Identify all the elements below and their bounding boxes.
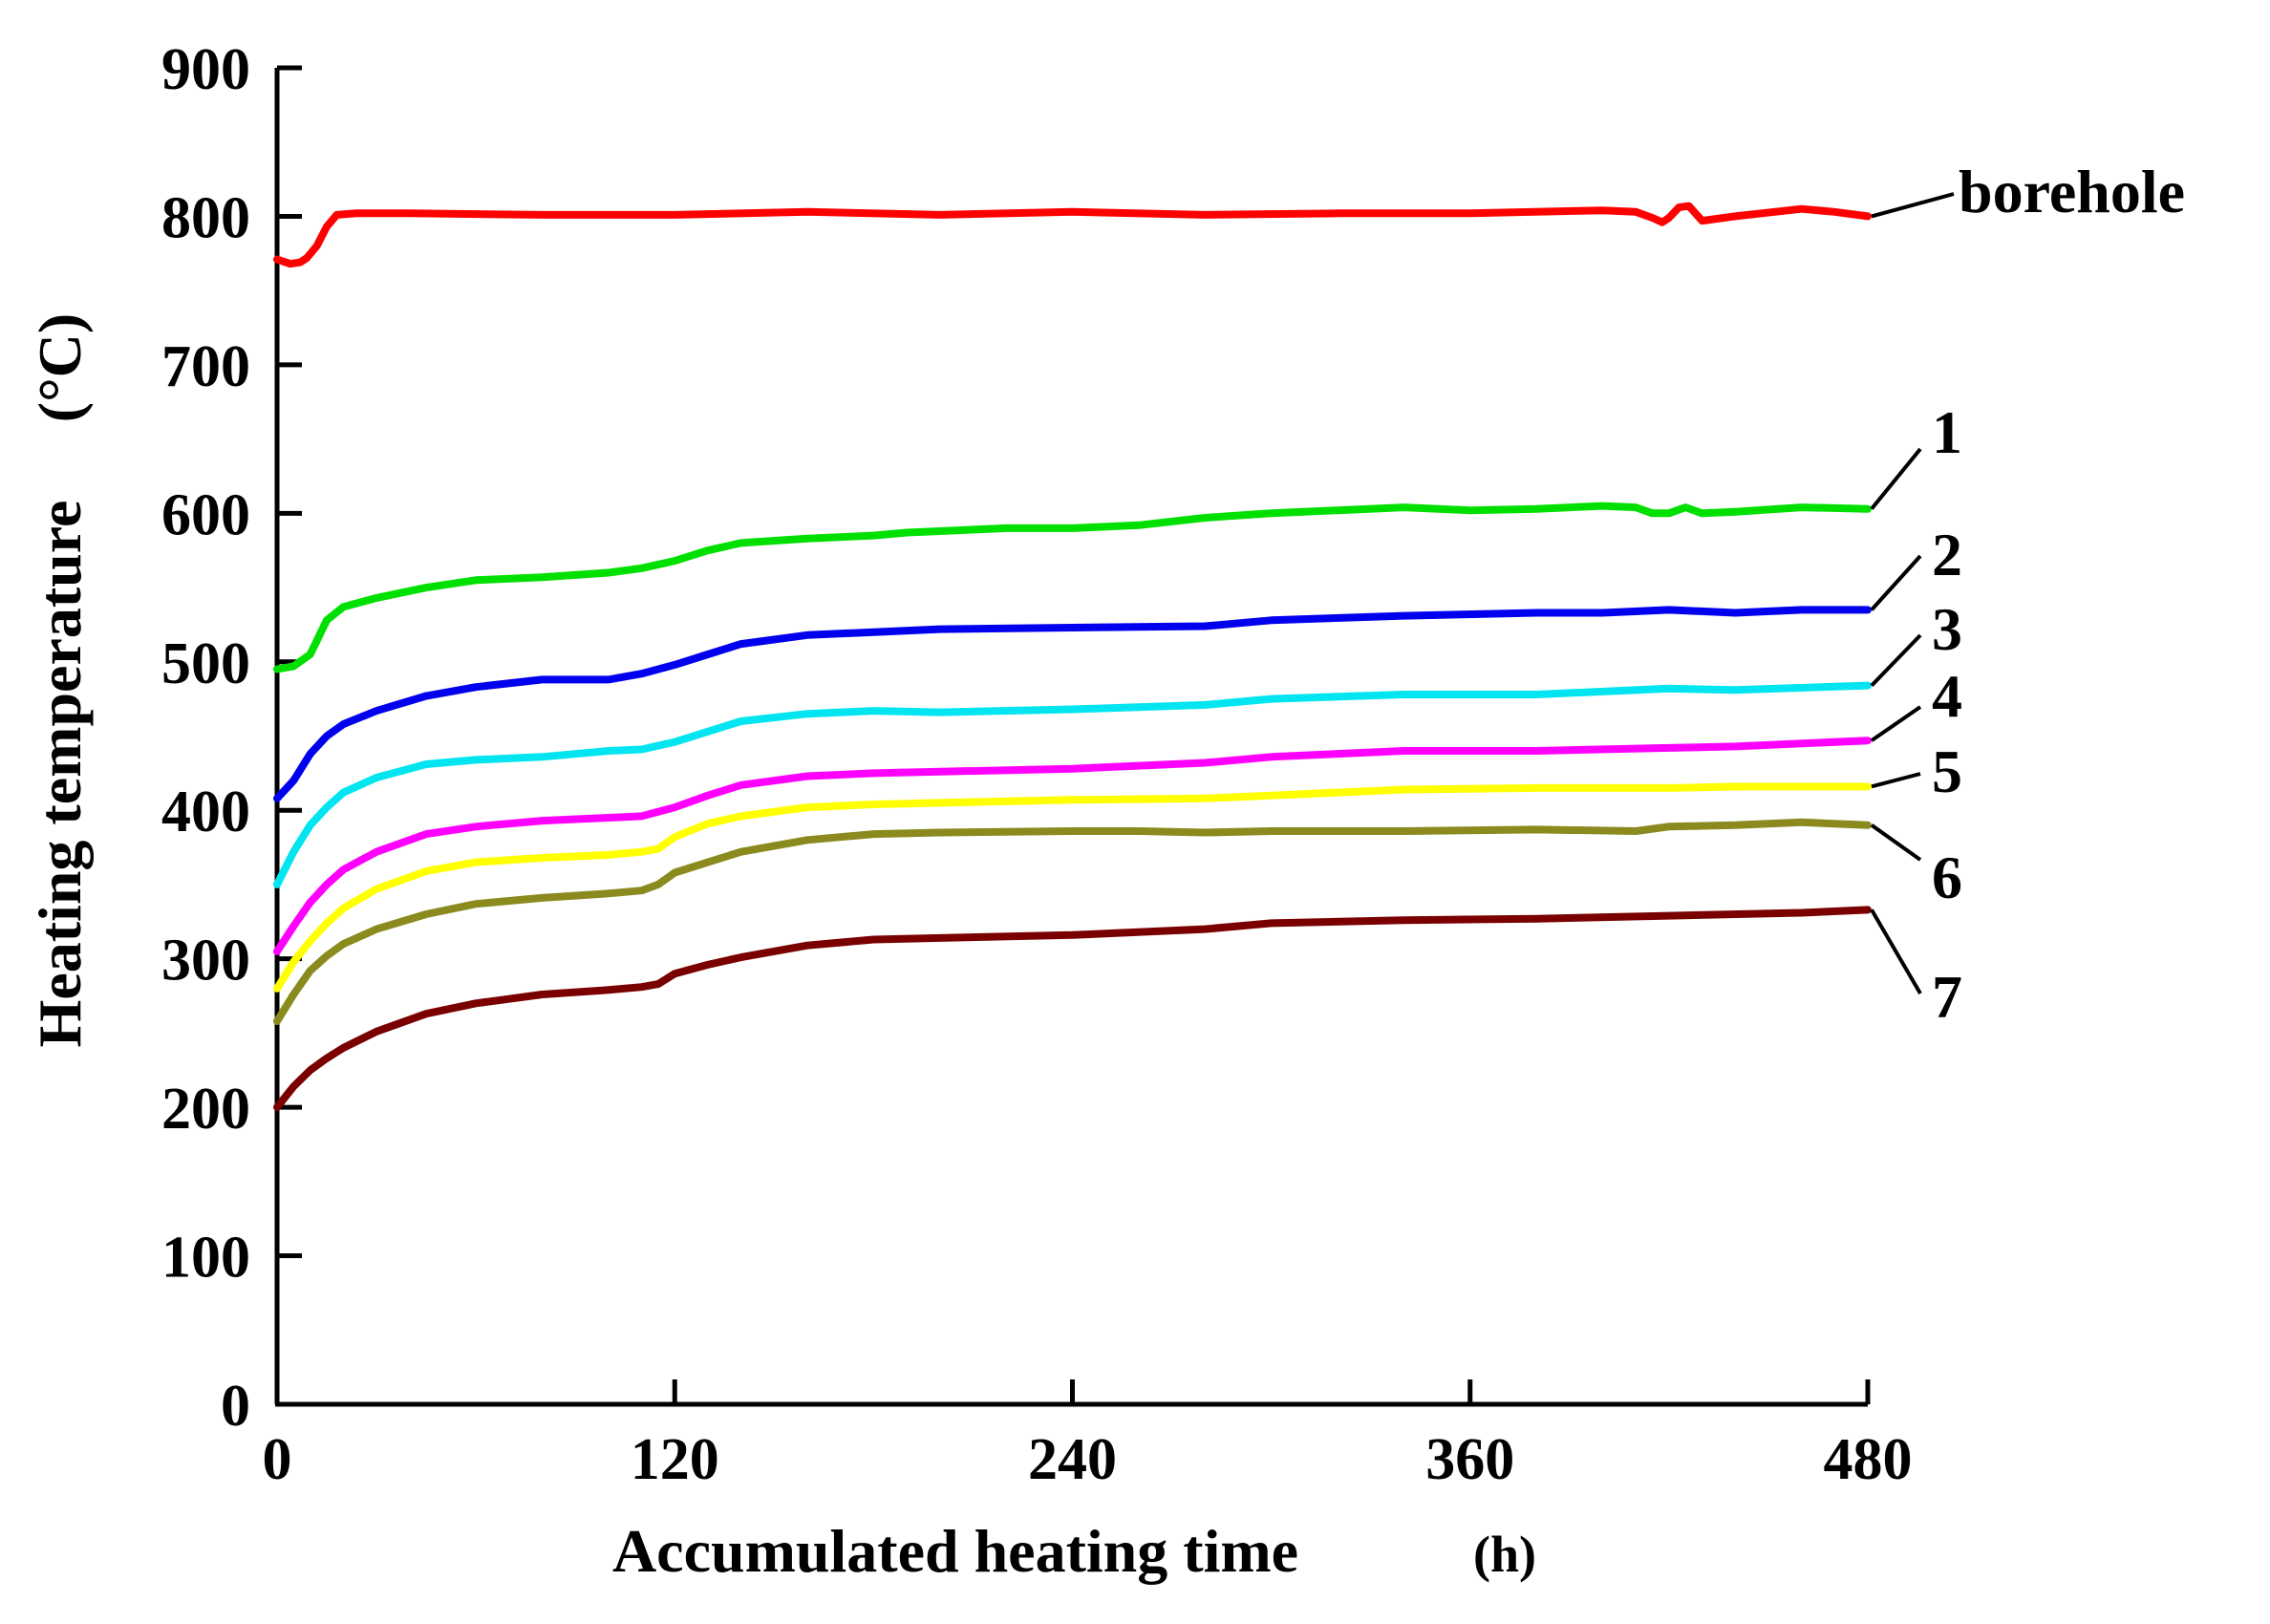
y-tick-label: 700: [161, 334, 250, 399]
series-leader-line-7: [1870, 908, 1922, 995]
series-line-borehole: [273, 202, 1872, 268]
series-leader-line-borehole: [1871, 192, 1955, 219]
x-tick-label: 480: [1824, 1427, 1913, 1492]
y-tick-label: 200: [161, 1077, 250, 1142]
series-label-5: 5: [1932, 737, 1962, 805]
series-label-2: 2: [1932, 521, 1962, 588]
y-axis-unit: (°C): [26, 313, 94, 422]
series-leader-line-1: [1870, 447, 1922, 510]
y-tick-label: 500: [161, 631, 250, 696]
series-leader-line-6: [1870, 823, 1922, 862]
y-axis-title: Heating temperature: [26, 501, 94, 1048]
x-tick-label: 0: [263, 1427, 292, 1492]
series-line-3: [273, 681, 1872, 888]
x-tick-label: 120: [631, 1427, 719, 1492]
series-label-6: 6: [1932, 844, 1962, 911]
series-line-5: [273, 782, 1872, 993]
x-tick-label: 240: [1028, 1427, 1117, 1492]
y-tick-label: 800: [161, 185, 250, 250]
series-line-4: [273, 737, 1872, 955]
series-lines: [273, 202, 1872, 1112]
series-leader-line-2: [1870, 554, 1922, 611]
series-line-7: [273, 906, 1872, 1112]
y-tick-label: 100: [161, 1226, 250, 1291]
y-tick-label: 600: [161, 482, 250, 547]
series-line-1: [273, 502, 1872, 673]
series-label-7: 7: [1932, 963, 1962, 1031]
series-label-4: 4: [1932, 662, 1962, 730]
series-line-2: [273, 606, 1872, 802]
x-axis-unit: (h): [1473, 1526, 1536, 1583]
series-label-1: 1: [1932, 398, 1962, 466]
series-line-6: [273, 818, 1872, 1025]
series-label-3: 3: [1932, 595, 1962, 663]
series-leader-line-5: [1871, 772, 1921, 789]
y-tick-label: 900: [161, 37, 250, 102]
series-leader-line-4: [1870, 705, 1922, 742]
x-tick-label: 360: [1425, 1427, 1514, 1492]
x-axis-title: Accumulated heating time: [612, 1517, 1298, 1585]
series-labels: borehole 1 2 34 5 6 7: [1870, 158, 2185, 1031]
series-label-borehole: borehole: [1959, 158, 2185, 225]
y-tick-label: 0: [221, 1374, 250, 1439]
series-leader-line-3: [1870, 633, 1922, 688]
y-tick-label: 300: [161, 929, 250, 994]
y-tick-label: 400: [161, 780, 250, 844]
